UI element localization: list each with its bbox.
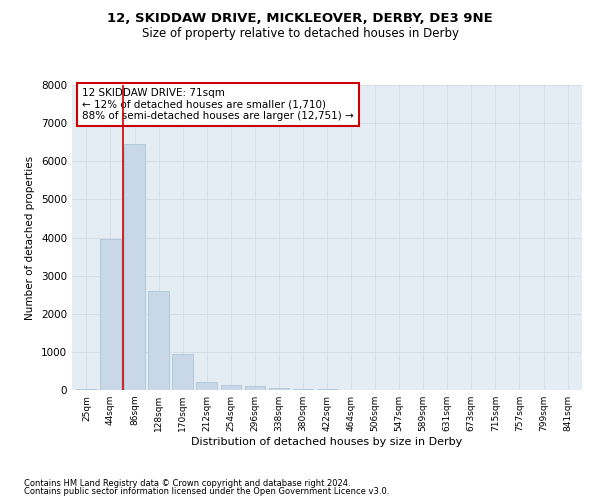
- Bar: [172, 354, 193, 390]
- Bar: [269, 388, 289, 390]
- Bar: [221, 385, 241, 390]
- Bar: [293, 388, 313, 390]
- Bar: [148, 291, 169, 390]
- Bar: [245, 386, 265, 390]
- Bar: [124, 144, 145, 390]
- Y-axis label: Number of detached properties: Number of detached properties: [25, 156, 35, 320]
- Text: Size of property relative to detached houses in Derby: Size of property relative to detached ho…: [142, 28, 458, 40]
- Text: Contains HM Land Registry data © Crown copyright and database right 2024.: Contains HM Land Registry data © Crown c…: [24, 478, 350, 488]
- Text: 12 SKIDDAW DRIVE: 71sqm
← 12% of detached houses are smaller (1,710)
88% of semi: 12 SKIDDAW DRIVE: 71sqm ← 12% of detache…: [82, 88, 354, 121]
- Bar: [196, 382, 217, 390]
- Bar: [100, 240, 121, 390]
- Text: Contains public sector information licensed under the Open Government Licence v3: Contains public sector information licen…: [24, 487, 389, 496]
- X-axis label: Distribution of detached houses by size in Derby: Distribution of detached houses by size …: [191, 437, 463, 447]
- Bar: [76, 389, 97, 390]
- Text: 12, SKIDDAW DRIVE, MICKLEOVER, DERBY, DE3 9NE: 12, SKIDDAW DRIVE, MICKLEOVER, DERBY, DE…: [107, 12, 493, 26]
